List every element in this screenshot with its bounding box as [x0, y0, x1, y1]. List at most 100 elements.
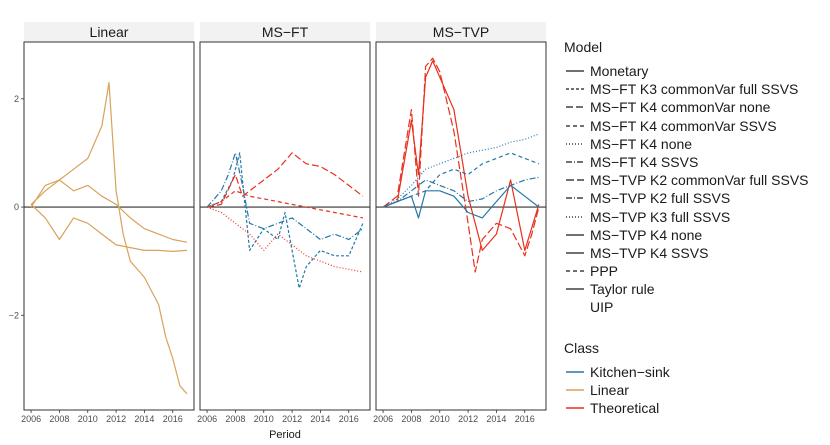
legend-key-ms-ft-k4-ssvs [566, 161, 584, 163]
x-axis-title: Period [269, 429, 301, 441]
legend-key-uip [564, 299, 586, 317]
legend-key-ms-tvp-k3-full-ssvs [566, 215, 584, 218]
legend-class-key-linear [566, 389, 584, 391]
legend-key-ms-ft-k4-commonvar-none [566, 106, 584, 109]
legend-label: MS−TVP K3 full SSVS [590, 208, 731, 225]
facet-strip-2 [376, 22, 546, 42]
x-tick-label-0-2010: 2010 [78, 414, 98, 424]
legend-key-ms-tvp-k4-ssvs [566, 252, 584, 254]
x-tick-label-0-2012: 2012 [106, 414, 126, 424]
series-line-2-ms-tvp-k2-commonvar-full-ssvs [382, 57, 540, 273]
series-line-0-taylor-rule [30, 179, 188, 243]
x-tick-label-2-2008: 2008 [401, 414, 421, 424]
x-tick-label-0-2006: 2006 [21, 414, 41, 424]
x-tick-label-1-2014: 2014 [310, 414, 330, 424]
legend-item-ms-tvp-k4-ssvs: MS−TVP K4 SSVS [564, 244, 826, 262]
facet-strip-1 [200, 22, 370, 42]
legend-label: MS−TVP K4 SSVS [590, 244, 709, 261]
legend-key-ms-tvp-k2-commonvar-full-ssvs [566, 179, 584, 181]
legend-model-items: Monetary MS−FT K3 commonVar full SSVS MS−F… [564, 62, 826, 317]
legend-key-ms-ft-k3-commonvar-full-ssvs [566, 88, 584, 90]
series-line-1-ms-ft-k3-commonvar-full-ssvs [206, 152, 364, 289]
facet-title-ms-ft: MS−FT [262, 24, 309, 40]
legend-key-ppp [566, 270, 584, 272]
x-tick-label-2-2012: 2012 [458, 414, 478, 424]
panel-border-2 [375, 41, 547, 411]
legend-label: MS−TVP K2 full SSVS [590, 190, 731, 207]
y-tick-label-0: 0 [14, 202, 19, 212]
legend-label: MS−FT K4 none [590, 135, 693, 152]
legend-model-title: Model [564, 39, 603, 55]
series-line-1-ms-ft-k4-commonvar-ssvs [206, 190, 364, 219]
x-tick-label-2-2006: 2006 [373, 414, 393, 424]
facet-title-linear: Linear [90, 24, 129, 40]
series-line-1-ms-ft-k4-none [206, 206, 364, 273]
legend-class-key-kitchen-sink [566, 370, 584, 373]
series-line-1-ms-ft-k4-ssvs [206, 152, 364, 241]
legend-item-ms-tvp-k3-full-ssvs: MS−TVP K3 full SSVS [564, 208, 826, 226]
legend-item-monetary: Monetary [564, 62, 826, 80]
legend-class-label: Theoretical [590, 400, 660, 416]
legend: Model Monetary MS−FT K3 commonVar full SS… [564, 38, 826, 417]
panel-border-1 [199, 41, 371, 411]
series-line-0-ppp [30, 203, 187, 252]
x-tick-label-2-2010: 2010 [430, 414, 450, 424]
legend-class-label: Linear [590, 381, 629, 398]
facet-strip-0 [24, 22, 194, 42]
legend-key-ms-ft-k4-commonvar-ssvs [566, 125, 584, 127]
x-tick-label-0-2016: 2016 [163, 414, 183, 424]
legend-class-key-theoretical [566, 407, 584, 409]
legend-item-ms-ft-k4-ssvs: MS−FT K4 SSVS [564, 153, 826, 171]
legend-label: MS−FT K4 SSVS [590, 153, 699, 170]
x-tick-label-0-2008: 2008 [49, 414, 69, 424]
legend-label: Taylor rule [590, 281, 655, 298]
series-line-2-ms-tvp-k4-none [382, 60, 540, 251]
legend-key-taylor-rule [566, 288, 584, 290]
legend-label: MS−FT K4 commonVar none [590, 99, 771, 116]
facet-title-ms-tvp: MS−TVP [433, 24, 489, 40]
x-tick-label-1-2008: 2008 [225, 414, 245, 424]
legend-label: Monetary [590, 63, 649, 79]
x-tick-label-1-2016: 2016 [339, 414, 359, 424]
legend-key-ms-tvp-k2-full-ssvs [566, 197, 584, 200]
legend-class-theoretical: Theoretical [564, 399, 826, 417]
legend-item-ms-tvp-k2-full-ssvs: MS−TVP K2 full SSVS [564, 189, 826, 207]
legend-item-ms-tvp-k2-commonvar-full-ssvs: MS−TVP K2 commonVar full SSVS [564, 171, 826, 189]
x-tick-label-1-2010: 2010 [254, 414, 274, 424]
y-tick-label--2: −2 [9, 310, 19, 320]
legend-item-ms-ft-k4-commonvar-ssvs: MS−FT K4 commonVar SSVS [564, 117, 826, 135]
legend-label: PPP [590, 263, 619, 280]
legend-item-ms-ft-k4-commonvar-none: MS−FT K4 commonVar none [564, 98, 826, 116]
x-tick-label-2-2016: 2016 [515, 414, 535, 424]
legend-label: MS−TVP K2 commonVar full SSVS [590, 172, 809, 189]
series-line-2-ms-tvp-k2-full-ssvs [382, 176, 540, 208]
legend-item-uip: UIP [564, 298, 826, 316]
legend-class-title: Class [564, 339, 600, 356]
legend-label: MS−FT K4 commonVar SSVS [590, 117, 777, 134]
legend-label: UIP [590, 299, 614, 316]
x-tick-label-1-2006: 2006 [197, 414, 217, 424]
series-line-1-ms-ft-k4-commonvar-none [206, 152, 364, 208]
legend-class-kitchen-sink: Kitchen−sink [564, 363, 826, 381]
legend-key-ms-ft-k4-none [566, 143, 584, 145]
legend-class-label: Kitchen−sink [590, 363, 670, 380]
x-tick-label-0-2014: 2014 [134, 414, 154, 424]
y-tick-label-2: 2 [14, 94, 19, 104]
series-line-0-monetary [30, 81, 188, 395]
legend-item-ppp: PPP [564, 262, 826, 280]
legend-label: MS−TVP K4 none [590, 226, 703, 243]
legend-item-ms-ft-k4-none: MS−FT K4 none [564, 135, 826, 153]
x-tick-label-2-2014: 2014 [486, 414, 506, 424]
legend-item-ms-tvp-k4-none: MS−TVP K4 none [564, 226, 826, 244]
legend-class-items: Kitchen−sink Linear Theoretical [564, 363, 826, 418]
panel-border-0 [23, 41, 195, 411]
series-line-2-ppp [382, 152, 540, 208]
legend-item-taylor-rule: Taylor rule [564, 280, 826, 298]
legend-key-monetary [566, 70, 584, 72]
legend-item-ms-ft-k3-commonvar-full-ssvs: MS−FT K3 commonVar full SSVS [564, 80, 826, 98]
legend-label: MS−FT K3 commonVar full SSVS [590, 81, 799, 98]
legend-key-ms-tvp-k4-none [566, 234, 584, 236]
faceted-line-chart: Linear 2006 2008 2010 2012 2014 2016 MS−FT 2006 2… [9, 22, 547, 441]
legend-class-linear: Linear [564, 381, 826, 399]
x-tick-label-1-2012: 2012 [282, 414, 302, 424]
